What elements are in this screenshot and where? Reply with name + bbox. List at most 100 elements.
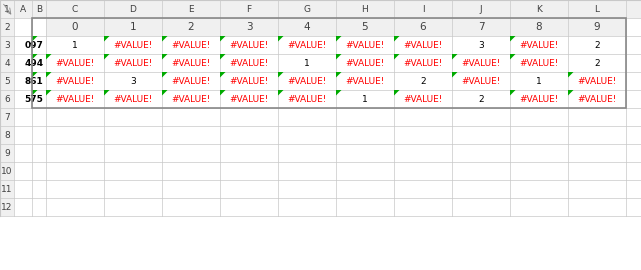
Text: 1: 1 bbox=[304, 59, 310, 68]
Text: E: E bbox=[188, 5, 194, 14]
Polygon shape bbox=[452, 54, 458, 59]
Text: #VALUE!: #VALUE! bbox=[462, 59, 501, 68]
Polygon shape bbox=[336, 90, 342, 96]
Text: H: H bbox=[362, 5, 369, 14]
Text: 8: 8 bbox=[4, 130, 10, 140]
Text: #VALUE!: #VALUE! bbox=[229, 40, 269, 49]
Text: 0: 0 bbox=[72, 22, 78, 32]
Polygon shape bbox=[162, 54, 167, 59]
Polygon shape bbox=[46, 54, 51, 59]
Text: J: J bbox=[479, 5, 482, 14]
Text: 2: 2 bbox=[4, 22, 10, 32]
Text: 2: 2 bbox=[420, 76, 426, 86]
Text: 4: 4 bbox=[4, 59, 10, 68]
Text: 9: 9 bbox=[4, 148, 10, 157]
Text: #VALUE!: #VALUE! bbox=[578, 94, 617, 103]
Polygon shape bbox=[278, 72, 283, 77]
Text: 3: 3 bbox=[246, 22, 253, 32]
Text: 1: 1 bbox=[4, 5, 10, 14]
Text: #VALUE!: #VALUE! bbox=[403, 94, 443, 103]
Text: 3: 3 bbox=[4, 40, 10, 49]
Text: #VALUE!: #VALUE! bbox=[345, 40, 385, 49]
Polygon shape bbox=[32, 54, 38, 59]
Text: 7: 7 bbox=[4, 113, 10, 122]
Text: 3: 3 bbox=[130, 76, 136, 86]
Polygon shape bbox=[104, 90, 110, 96]
Text: #VALUE!: #VALUE! bbox=[519, 94, 559, 103]
Text: #VALUE!: #VALUE! bbox=[229, 94, 269, 103]
Polygon shape bbox=[220, 54, 226, 59]
Polygon shape bbox=[336, 54, 342, 59]
Text: 8: 8 bbox=[536, 22, 542, 32]
Text: 3: 3 bbox=[478, 40, 484, 49]
Text: 2: 2 bbox=[478, 94, 484, 103]
Polygon shape bbox=[568, 90, 574, 96]
Text: #VALUE!: #VALUE! bbox=[55, 76, 95, 86]
Text: #VALUE!: #VALUE! bbox=[171, 40, 211, 49]
Text: L: L bbox=[594, 5, 599, 14]
Polygon shape bbox=[220, 72, 226, 77]
Text: #VALUE!: #VALUE! bbox=[578, 76, 617, 86]
Text: 1: 1 bbox=[72, 40, 78, 49]
Text: 1: 1 bbox=[362, 94, 368, 103]
Text: 494: 494 bbox=[24, 59, 44, 68]
Text: 2: 2 bbox=[594, 40, 600, 49]
Bar bbox=[0, 0, 641, 18]
Text: #VALUE!: #VALUE! bbox=[171, 76, 211, 86]
Text: 6: 6 bbox=[4, 94, 10, 103]
Polygon shape bbox=[46, 72, 51, 77]
Text: #VALUE!: #VALUE! bbox=[345, 59, 385, 68]
Polygon shape bbox=[220, 36, 226, 42]
Polygon shape bbox=[104, 36, 110, 42]
Text: 11: 11 bbox=[1, 184, 13, 194]
Text: C: C bbox=[72, 5, 78, 14]
Bar bbox=[14, 18, 641, 216]
Text: K: K bbox=[536, 5, 542, 14]
Text: 9: 9 bbox=[594, 22, 601, 32]
Polygon shape bbox=[394, 36, 399, 42]
Polygon shape bbox=[510, 54, 515, 59]
Polygon shape bbox=[32, 72, 38, 77]
Polygon shape bbox=[278, 36, 283, 42]
Polygon shape bbox=[104, 54, 110, 59]
Text: 097: 097 bbox=[24, 40, 44, 49]
Text: A: A bbox=[20, 5, 26, 14]
Text: #VALUE!: #VALUE! bbox=[519, 59, 559, 68]
Text: 1: 1 bbox=[536, 76, 542, 86]
Text: #VALUE!: #VALUE! bbox=[229, 76, 269, 86]
Text: #VALUE!: #VALUE! bbox=[287, 40, 327, 49]
Text: 5: 5 bbox=[4, 76, 10, 86]
Polygon shape bbox=[394, 54, 399, 59]
Text: #VALUE!: #VALUE! bbox=[345, 76, 385, 86]
Text: #VALUE!: #VALUE! bbox=[113, 94, 153, 103]
Polygon shape bbox=[452, 72, 458, 77]
Bar bbox=[0, 0, 14, 216]
Polygon shape bbox=[162, 72, 167, 77]
Polygon shape bbox=[32, 36, 38, 42]
Polygon shape bbox=[336, 72, 342, 77]
Text: #VALUE!: #VALUE! bbox=[113, 40, 153, 49]
Text: B: B bbox=[36, 5, 42, 14]
Text: 4: 4 bbox=[304, 22, 310, 32]
Polygon shape bbox=[32, 90, 38, 96]
Text: #VALUE!: #VALUE! bbox=[55, 94, 95, 103]
Text: #VALUE!: #VALUE! bbox=[171, 94, 211, 103]
Text: 10: 10 bbox=[1, 167, 13, 176]
Text: #VALUE!: #VALUE! bbox=[55, 59, 95, 68]
Text: 861: 861 bbox=[25, 76, 44, 86]
Text: #VALUE!: #VALUE! bbox=[403, 40, 443, 49]
Polygon shape bbox=[510, 90, 515, 96]
Polygon shape bbox=[46, 90, 51, 96]
Polygon shape bbox=[336, 36, 342, 42]
Polygon shape bbox=[278, 90, 283, 96]
Polygon shape bbox=[162, 36, 167, 42]
Text: #VALUE!: #VALUE! bbox=[287, 94, 327, 103]
Text: D: D bbox=[129, 5, 137, 14]
Text: #VALUE!: #VALUE! bbox=[229, 59, 269, 68]
Text: #VALUE!: #VALUE! bbox=[462, 76, 501, 86]
Text: 7: 7 bbox=[478, 22, 485, 32]
Text: 12: 12 bbox=[1, 202, 13, 211]
Polygon shape bbox=[394, 90, 399, 96]
Text: #VALUE!: #VALUE! bbox=[113, 59, 153, 68]
Polygon shape bbox=[510, 36, 515, 42]
